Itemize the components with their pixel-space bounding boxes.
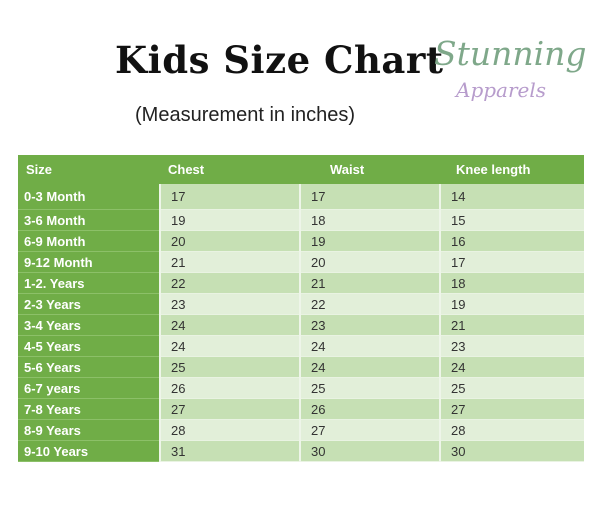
table-row: 3-4 Years 24 23 21 xyxy=(18,314,584,336)
measurement-cell: 19 xyxy=(439,293,584,315)
measurement-cell: 26 xyxy=(159,377,300,399)
measurement-cell: 19 xyxy=(159,209,300,231)
measurement-cell: 23 xyxy=(299,314,440,336)
size-cell: 9-12 Month xyxy=(18,251,160,273)
measurement-cell: 16 xyxy=(439,230,584,252)
measurement-cell: 21 xyxy=(439,314,584,336)
size-cell: 4-5 Years xyxy=(18,335,160,357)
table-row: 1-2. Years 22 21 18 xyxy=(18,272,584,294)
size-cell: 6-9 Month xyxy=(18,230,160,252)
size-cell: 2-3 Years xyxy=(18,293,160,315)
measurement-cell: 27 xyxy=(299,419,440,441)
measurement-cell: 17 xyxy=(159,184,300,210)
column-header: Size xyxy=(18,155,160,184)
logo-line-2: Apparels xyxy=(456,78,547,102)
table-row: 6-7 years 26 25 25 xyxy=(18,377,584,399)
measurement-cell: 18 xyxy=(439,272,584,294)
measurement-cell: 18 xyxy=(299,209,440,231)
measurement-cell: 22 xyxy=(159,272,300,294)
size-cell: 5-6 Years xyxy=(18,356,160,378)
measurement-cell: 25 xyxy=(439,377,584,399)
size-cell: 3-4 Years xyxy=(18,314,160,336)
table-row: 7-8 Years 27 26 27 xyxy=(18,398,584,420)
table-row: 6-9 Month 20 19 16 xyxy=(18,230,584,252)
measurement-cell: 19 xyxy=(299,230,440,252)
size-cell: 0-3 Month xyxy=(18,184,160,210)
table-row: 9-10 Years 31 30 30 xyxy=(18,440,584,462)
size-cell: 9-10 Years xyxy=(18,440,160,462)
measurement-cell: 24 xyxy=(439,356,584,378)
measurement-cell: 28 xyxy=(159,419,300,441)
size-cell: 3-6 Month xyxy=(18,209,160,231)
measurement-cell: 27 xyxy=(439,398,584,420)
measurement-cell: 21 xyxy=(159,251,300,273)
measurement-cell: 25 xyxy=(299,377,440,399)
size-chart-table: Size Chest Waist Knee length 0-3 Month 17 17 1… xyxy=(18,155,584,462)
logo-line-1: Stunning xyxy=(434,34,587,73)
size-cell: 8-9 Years xyxy=(18,419,160,441)
measurement-cell: 31 xyxy=(159,440,300,462)
measurement-cell: 14 xyxy=(439,184,584,210)
measurement-cell: 27 xyxy=(159,398,300,420)
measurement-cell: 21 xyxy=(299,272,440,294)
table-row: 0-3 Month 17 17 14 xyxy=(18,184,584,210)
measurement-cell: 24 xyxy=(159,314,300,336)
measurement-cell: 23 xyxy=(439,335,584,357)
size-cell: 6-7 years xyxy=(18,377,160,399)
measurement-cell: 24 xyxy=(299,335,440,357)
table-header-row: Size Chest Waist Knee length xyxy=(18,155,584,184)
table-row: 9-12 Month 21 20 17 xyxy=(18,251,584,273)
page-title: Kids Size Chart xyxy=(115,38,444,82)
measurement-cell: 20 xyxy=(159,230,300,252)
column-header: Waist xyxy=(300,155,440,184)
measurement-cell: 30 xyxy=(299,440,440,462)
measurement-cell: 22 xyxy=(299,293,440,315)
measurement-cell: 23 xyxy=(159,293,300,315)
measurement-cell: 17 xyxy=(439,251,584,273)
measurement-cell: 25 xyxy=(159,356,300,378)
table-row: 8-9 Years 28 27 28 xyxy=(18,419,584,441)
table-row: 3-6 Month 19 18 15 xyxy=(18,209,584,231)
column-header: Knee length xyxy=(440,155,584,184)
table-row: 4-5 Years 24 24 23 xyxy=(18,335,584,357)
size-cell: 7-8 Years xyxy=(18,398,160,420)
measurement-cell: 20 xyxy=(299,251,440,273)
measurement-cell: 26 xyxy=(299,398,440,420)
measurement-cell: 17 xyxy=(299,184,440,210)
column-header: Chest xyxy=(160,155,300,184)
page-subtitle: (Measurement in inches) xyxy=(135,104,356,126)
measurement-cell: 30 xyxy=(439,440,584,462)
table-row: 5-6 Years 25 24 24 xyxy=(18,356,584,378)
table-row: 2-3 Years 23 22 19 xyxy=(18,293,584,315)
size-cell: 1-2. Years xyxy=(18,272,160,294)
measurement-cell: 24 xyxy=(159,335,300,357)
brand-logo: Stunning Apparels xyxy=(434,34,587,114)
measurement-cell: 24 xyxy=(299,356,440,378)
measurement-cell: 28 xyxy=(439,419,584,441)
measurement-cell: 15 xyxy=(439,209,584,231)
